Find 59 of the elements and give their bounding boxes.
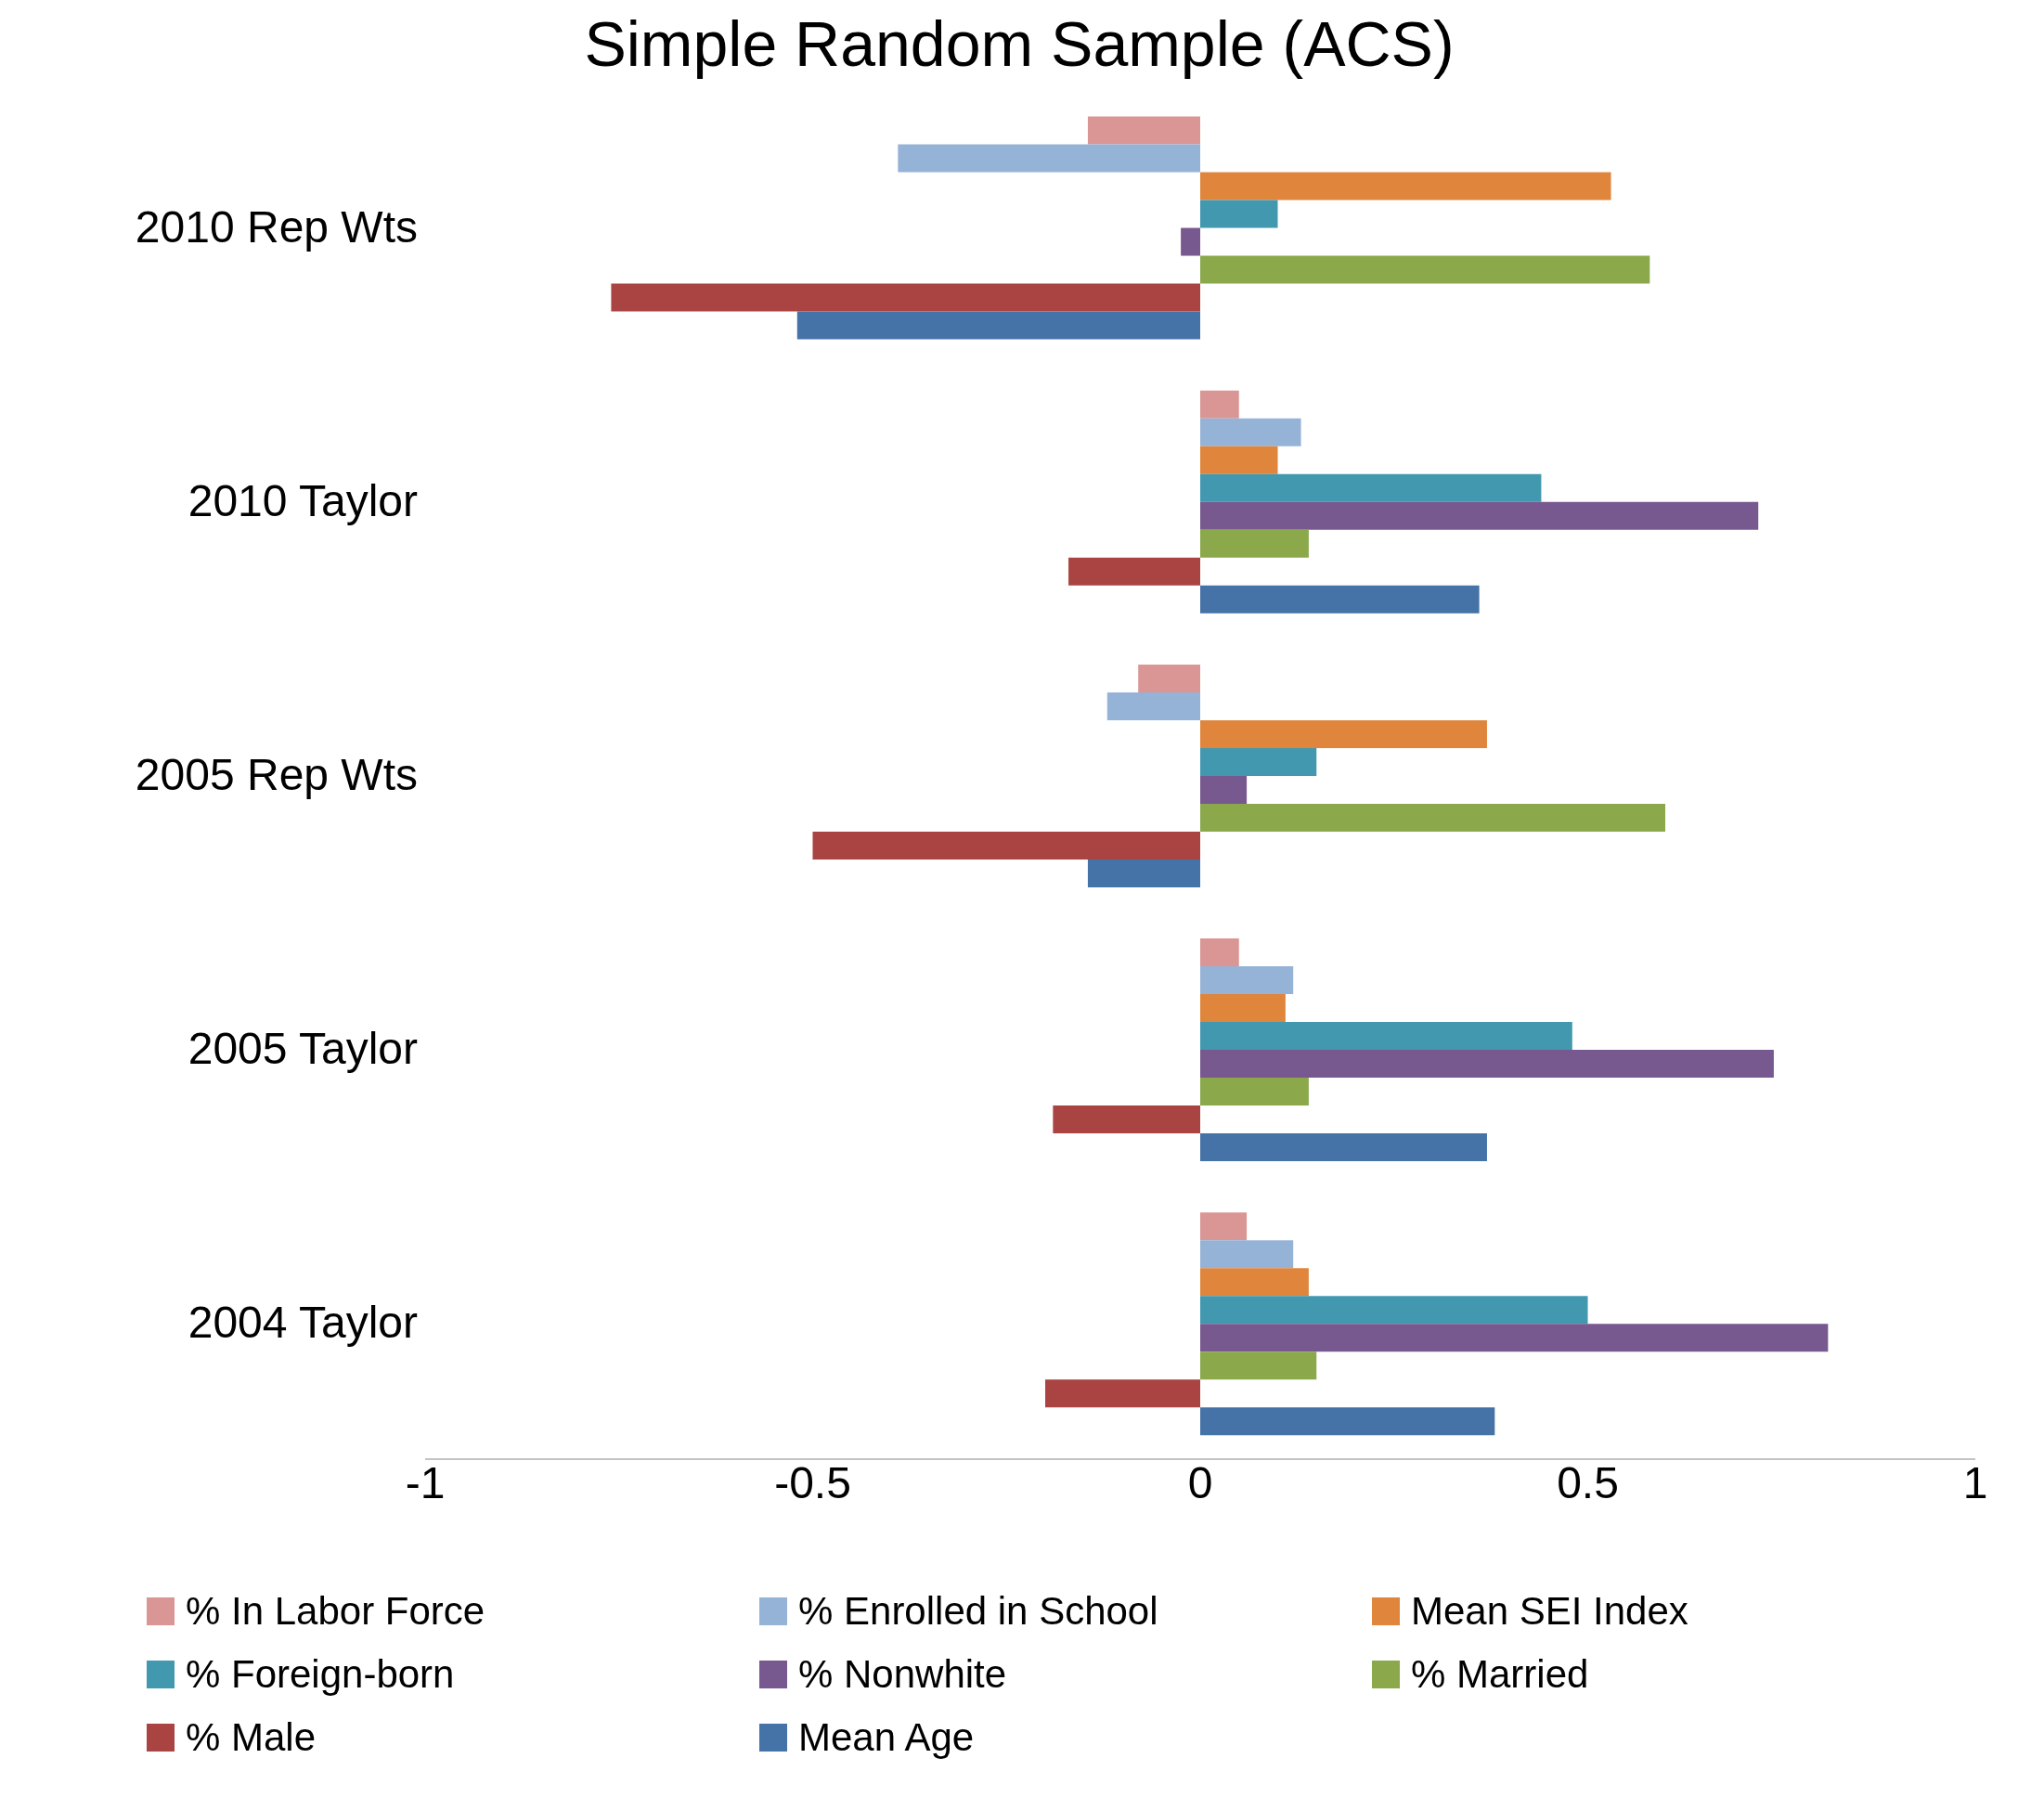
bar [1200,172,1611,200]
bar [1200,501,1759,530]
legend-label: % Foreign-born [186,1652,455,1697]
bar [812,831,1200,860]
bar [1200,1351,1317,1380]
legend-label: % Nonwhite [798,1652,1007,1697]
bar [1106,692,1200,720]
x-tick-label: 0 [1187,1458,1213,1508]
bar [611,283,1200,312]
legend-label: % Enrolled in School [798,1589,1158,1634]
x-tick-label: 1 [1962,1458,1988,1508]
bar [1200,747,1317,776]
bar [1200,529,1309,558]
chart-title: Simple Random Sample (ACS) [583,7,1455,80]
legend-label: % In Labor Force [186,1589,485,1634]
bar [1181,227,1200,256]
bar [1200,585,1480,614]
bar [1200,418,1301,446]
bar [1200,803,1665,832]
bar [1200,473,1542,502]
bar [1138,664,1200,692]
x-tick-label: -1 [405,1458,446,1508]
bar [1068,557,1200,586]
y-tick-label: 2010 Taylor [188,475,419,525]
bar [1200,390,1239,419]
bar [796,311,1200,340]
bar [1045,1379,1200,1408]
bar [898,144,1200,173]
bar [1200,200,1278,228]
bar [1200,1296,1588,1325]
bar [1087,116,1200,145]
bar [1200,1212,1248,1241]
y-tick-label: 2005 Taylor [188,1024,419,1074]
y-tick-label: 2004 Taylor [188,1298,419,1348]
bar [1200,775,1248,804]
bar [1200,966,1294,995]
legend-label: % Male [186,1715,317,1760]
y-tick-label: 2010 Rep Wts [135,201,418,252]
bar [1200,1022,1572,1051]
legend-label: Mean SEI Index [1411,1589,1688,1634]
bar [1200,1407,1495,1436]
bar [1200,1268,1309,1297]
bar [1200,1078,1309,1106]
bar [1200,994,1286,1023]
bar [1200,719,1487,748]
legend-label: Mean Age [798,1715,975,1760]
bar [1200,255,1650,284]
bar [1200,1324,1829,1352]
x-tick-label: -0.5 [774,1458,851,1508]
bar [1087,859,1200,887]
legend-label: % Married [1411,1652,1589,1697]
x-tick-label: 0.5 [1557,1458,1619,1508]
bar [1200,1050,1774,1079]
bar [1200,1240,1294,1269]
y-tick-label: 2005 Rep Wts [135,750,418,800]
bar [1053,1105,1200,1134]
bar [1200,938,1239,967]
bar [1200,1133,1487,1162]
bar [1200,446,1278,474]
